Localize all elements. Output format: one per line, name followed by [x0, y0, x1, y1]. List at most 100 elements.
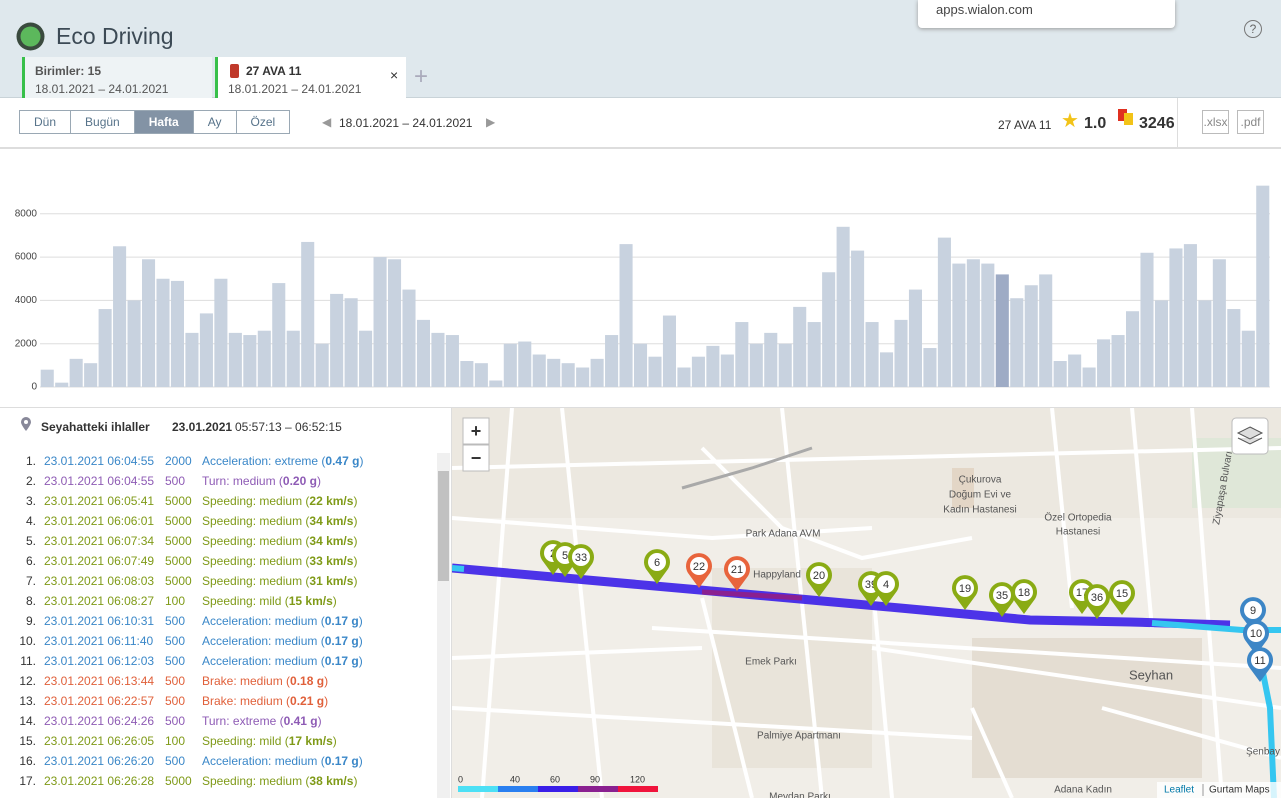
- violation-marker[interactable]: 15: [1109, 580, 1135, 615]
- violation-row[interactable]: 11. 23.01.2021 06:12:03 500 Acceleration: m…: [0, 651, 437, 671]
- violation-marker[interactable]: 20: [806, 562, 832, 597]
- violation-row[interactable]: 8. 23.01.2021 06:08:27 100 Speeding: mild (…: [0, 591, 437, 611]
- period-button[interactable]: Özel: [235, 110, 291, 134]
- violation-marker[interactable]: 33: [568, 544, 594, 579]
- violation-marker[interactable]: 10: [1243, 620, 1269, 655]
- violation-marker[interactable]: 35: [989, 582, 1015, 617]
- violation-row[interactable]: 6. 23.01.2021 06:07:49 5000 Speeding: mediu…: [0, 551, 437, 571]
- bar: [257, 330, 271, 387]
- row-type: Acceleration: medium: [202, 654, 318, 668]
- tab[interactable]: 27 AVA 11 18.01.2021 – 24.01.2021 ×: [215, 57, 406, 98]
- violation-marker[interactable]: 6: [644, 549, 670, 584]
- tab[interactable]: Birimler: 15 18.01.2021 – 24.01.2021: [22, 57, 212, 98]
- bar: [1241, 330, 1255, 387]
- violation-row[interactable]: 2. 23.01.2021 06:04:55 500 Turn: medium (0.…: [0, 471, 437, 491]
- place-label: Özel Ortopedia: [1044, 512, 1112, 524]
- row-value: 0.17 g: [324, 754, 359, 768]
- tab-bar: Birimler: 15 18.01.2021 – 24.01.2021 27 A…: [0, 57, 1281, 98]
- row-description: Speeding: medium (31 km/s): [202, 574, 358, 588]
- violation-marker[interactable]: 9: [1240, 597, 1266, 632]
- next[interactable]: ▶: [486, 115, 496, 129]
- violation-row[interactable]: 1. 23.01.2021 06:04:55 2000 Acceleration: e…: [0, 451, 437, 471]
- bar: [84, 363, 98, 387]
- prev[interactable]: ◀: [322, 115, 332, 129]
- add-tab[interactable]: +: [414, 63, 429, 90]
- row-time: 23.01.2021 06:08:03: [44, 574, 155, 588]
- zoom-button[interactable]: +: [462, 417, 490, 445]
- scroll-thumb[interactable]: [438, 471, 449, 581]
- period-button[interactable]: Ay: [192, 110, 237, 134]
- panel-title: Seyahatteki ihlaller: [41, 420, 150, 434]
- penalty-icon: [1124, 113, 1133, 125]
- bar: [879, 352, 894, 387]
- road: [452, 706, 973, 740]
- violation-row[interactable]: 15. 23.01.2021 06:26:05 100 Speeding: mild …: [0, 731, 437, 751]
- bar: [359, 330, 373, 387]
- row-type: Speeding: mild: [202, 734, 282, 748]
- violation-marker[interactable]: 36: [1084, 584, 1110, 619]
- violation-row[interactable]: 17. 23.01.2021 06:26:28 5000 Speeding: medi…: [0, 771, 437, 791]
- row-type: Speeding: mild: [202, 594, 282, 608]
- bar: [576, 367, 590, 387]
- road: [1130, 408, 1154, 629]
- violation-marker[interactable]: 19: [952, 575, 978, 610]
- speed-segment: [538, 786, 578, 792]
- y-tick-label: 8000: [15, 208, 38, 219]
- violation-marker[interactable]: 11: [1247, 647, 1273, 682]
- road: [480, 408, 514, 798]
- violation-row[interactable]: 4. 23.01.2021 06:06:01 5000 Speeding: mediu…: [0, 511, 437, 531]
- violation-row[interactable]: 14. 23.01.2021 06:24:26 500 Turn: extreme (…: [0, 711, 437, 731]
- period-button[interactable]: Bugün: [70, 110, 135, 134]
- road: [1101, 706, 1281, 760]
- bar: [1082, 367, 1096, 387]
- row-number: 11.: [20, 654, 36, 668]
- export-pdf[interactable]: .pdf: [1237, 110, 1264, 134]
- scrollbar[interactable]: [437, 453, 450, 798]
- close-tab[interactable]: ×: [390, 67, 399, 83]
- violation-row[interactable]: 13. 23.01.2021 06:22:57 500 Brake: medium (…: [0, 691, 437, 711]
- marker-label: 9: [1250, 605, 1256, 617]
- row-time: 23.01.2021 06:26:28: [44, 774, 155, 788]
- road: [970, 707, 1014, 798]
- zoom-button[interactable]: −: [462, 444, 490, 472]
- trip-date: 23.01.2021: [172, 420, 233, 434]
- violation-marker[interactable]: 22: [686, 553, 712, 588]
- help-button[interactable]: ?: [1244, 20, 1262, 38]
- violation-row[interactable]: 7. 23.01.2021 06:08:03 5000 Speeding: mediu…: [0, 571, 437, 591]
- place-label: Çukurova: [959, 475, 1002, 486]
- row-type: Speeding: medium: [202, 774, 303, 788]
- period-button[interactable]: Hafta: [133, 110, 194, 134]
- bar: [894, 319, 908, 387]
- violation-row[interactable]: 10. 23.01.2021 06:11:40 500 Acceleration: m…: [0, 631, 437, 651]
- export-xlsx[interactable]: .xlsx: [1202, 110, 1229, 134]
- bar: [460, 361, 474, 387]
- row-penalty: 500: [165, 474, 186, 488]
- marker-face: [1247, 624, 1265, 642]
- y-tick-label: 0: [31, 382, 37, 393]
- violation-row[interactable]: 9. 23.01.2021 06:10:31 500 Acceleration: me…: [0, 611, 437, 631]
- bar: [315, 343, 329, 387]
- marker-label: 22: [693, 561, 705, 573]
- divider: [1177, 98, 1178, 148]
- violation-row[interactable]: 12. 23.01.2021 06:13:44 500 Brake: medium (…: [0, 671, 437, 691]
- violation-marker[interactable]: 18: [1011, 579, 1037, 614]
- bar: [1039, 274, 1053, 387]
- tab-title: Birimler: 15: [35, 64, 102, 78]
- row-time: 23.01.2021 06:10:31: [44, 614, 155, 628]
- speed-label: 90: [590, 774, 600, 784]
- violation-row[interactable]: 3. 23.01.2021 06:05:41 5000 Speeding: mediu…: [0, 491, 437, 511]
- row-value: 34 km/s: [309, 514, 354, 528]
- bar: [764, 332, 778, 387]
- violation-marker[interactable]: 4: [873, 571, 899, 606]
- bar: [807, 322, 821, 387]
- road: [870, 577, 894, 798]
- period-button[interactable]: Dün: [19, 110, 72, 134]
- violation-row[interactable]: 5. 23.01.2021 06:07:34 5000 Speeding: mediu…: [0, 531, 437, 551]
- rating: 1.0: [1084, 115, 1107, 132]
- violation-row[interactable]: 16. 23.01.2021 06:26:20 500 Acceleration: m…: [0, 751, 437, 771]
- row-number: 6.: [25, 554, 36, 568]
- row-description: Acceleration: medium (0.17 g): [202, 634, 363, 648]
- row-time: 23.01.2021 06:11:40: [44, 634, 154, 648]
- zoom-label: +: [471, 421, 482, 441]
- violation-marker[interactable]: 21: [724, 556, 750, 591]
